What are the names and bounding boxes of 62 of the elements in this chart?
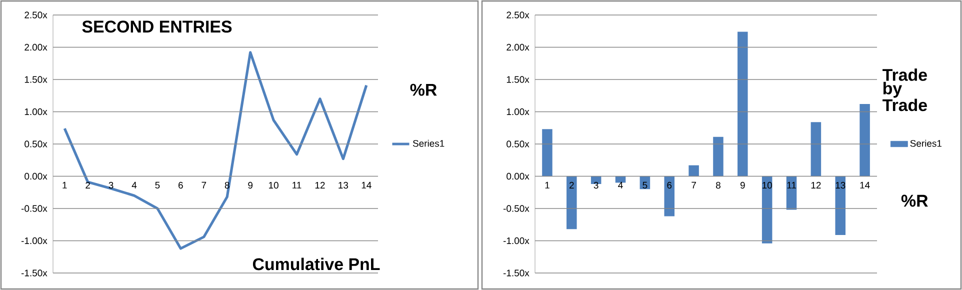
x-tick-label: 6 — [667, 182, 672, 189]
text: %R — [901, 194, 928, 207]
bar — [664, 176, 674, 216]
y-tick-label: -1.00x — [503, 237, 530, 244]
x-tick-label: 10 — [269, 182, 278, 189]
x-tick-label: 9 — [248, 182, 253, 189]
x-tick-label: 14 — [362, 182, 372, 188]
bar — [860, 104, 870, 176]
x-tick-label: 2 — [86, 182, 90, 189]
y-tick-label: 0.50x — [506, 140, 530, 148]
chart-title: SECOND ENTRIES — [82, 20, 232, 33]
legend-label: Series1 — [412, 140, 444, 147]
y-tick-label: -1.50x — [503, 270, 530, 276]
bar — [713, 136, 724, 176]
bar — [762, 176, 772, 244]
x-tick-label: 14 — [860, 182, 870, 188]
bar — [615, 176, 626, 183]
bar — [835, 176, 846, 235]
legend-label: Series1 — [910, 140, 942, 147]
text: Trade by Trade — [882, 68, 927, 112]
x-tick-label: 5 — [642, 182, 648, 188]
y-tick-label: -1.00x — [21, 237, 48, 244]
y-tick-label: 1.00x — [24, 108, 48, 116]
x-tick-label: 7 — [202, 182, 206, 188]
x-tick-label: 11 — [292, 182, 302, 188]
x-tick-label: 2 — [569, 182, 574, 189]
y-tick-label: 0.50x — [24, 140, 48, 148]
x-tick-label: 8 — [716, 182, 720, 189]
x-tick-label: 10 — [762, 182, 772, 189]
y-tick-label: 2.50x — [506, 12, 530, 18]
x-tick-label: 3 — [108, 182, 114, 189]
y-tick-label: 1.50x — [24, 76, 48, 83]
x-tick-label: 12 — [315, 182, 325, 189]
y-tick-label: 0.00x — [24, 172, 48, 180]
text: %R — [410, 84, 437, 96]
x-tick-label: 9 — [740, 182, 745, 189]
y-tick-label: 2.50x — [24, 12, 48, 18]
x-tick-label: 6 — [178, 182, 183, 189]
bar — [738, 32, 748, 176]
x-tick-label: 13 — [338, 182, 348, 189]
x-tick-label: 1 — [545, 182, 550, 188]
y-tick-label: -0.50x — [21, 205, 48, 212]
x-tick-label: 11 — [787, 182, 796, 188]
x-tick-label: 4 — [618, 182, 623, 188]
x-tick-label: 1 — [62, 182, 67, 188]
y-tick-label: 1.00x — [506, 108, 530, 116]
bar — [810, 122, 822, 176]
x-tick-label: 5 — [155, 182, 160, 188]
bar — [542, 129, 552, 176]
y-tick-label: -1.50x — [21, 270, 48, 276]
x-tick-label: 12 — [811, 182, 821, 189]
x-tick-label: 7 — [692, 182, 696, 188]
bar — [688, 165, 699, 176]
y-tick-label: 1.50x — [506, 76, 530, 83]
y-tick-label: 2.00x — [506, 44, 530, 51]
y-tick-label: -0.50x — [503, 205, 530, 212]
x-tick-label: 13 — [836, 182, 846, 189]
x-tick-label: 4 — [132, 182, 137, 188]
y-tick-label: 0.00x — [506, 172, 530, 180]
annotation: Cumulative PnL — [252, 258, 380, 270]
bar — [566, 176, 577, 230]
y-tick-label: 2.00x — [24, 44, 48, 51]
